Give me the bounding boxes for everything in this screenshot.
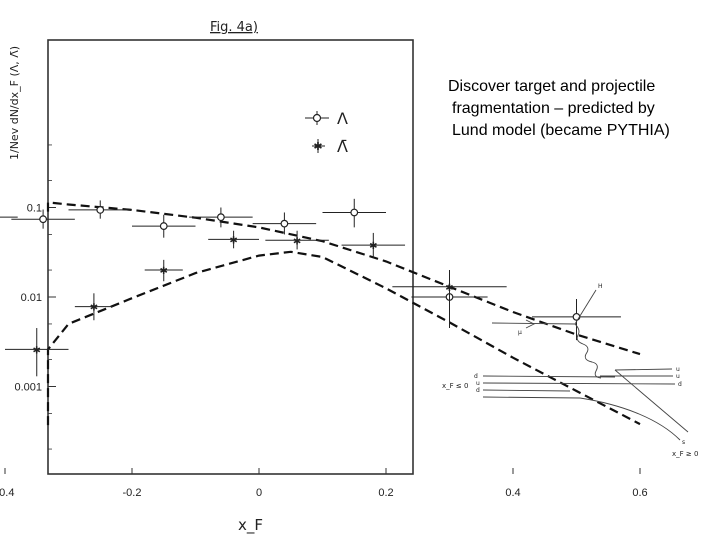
open-circle-marker [350,208,359,217]
star-marker: ✱ [33,345,41,356]
y-tick-label: 0.001 [14,382,42,394]
open-circle-marker [280,219,289,228]
legend: Λ ✱ Λ̄ [305,109,348,156]
antilambda-point: ✱ [144,259,183,282]
chart-title: Fig. 4a) [210,20,258,35]
lambda-point [532,298,621,341]
sketch-label-h: H [598,283,603,290]
open-circle-marker [39,215,47,224]
y-tick-label: 0.01 [21,292,42,304]
lambda-point [252,212,317,235]
lambda-point [189,207,253,228]
antilambda-point: ✱ [208,230,259,249]
svg-text:1/Nev dN/dx_F (Λ, Λ̄): 1/Nev dN/dx_F (Λ, Λ̄) [8,46,21,160]
sketch-label-xf-pos: x_F ≥ 0 [672,450,698,458]
lambda-point [68,200,132,219]
curves [46,201,641,426]
legend-star-marker: ✱ [313,140,322,153]
caption-line-3: Lund model (became PYTHIA) [452,122,670,139]
lambda-point [11,209,75,229]
fragmentation-sketch [482,289,689,441]
sketch-labels: H μ d u d u u d s x_F ≤ 0 x_F ≥ 0 [442,283,698,458]
legend-label-antilambda: Λ̄ [337,137,348,156]
star-marker: ✱ [445,283,453,294]
open-circle-marker [216,213,225,222]
legend-label-lambda: Λ [337,109,348,128]
diagonal-line [614,369,689,433]
plot-frame [47,39,414,475]
legend-entry-lambda: Λ [305,109,348,128]
star-marker: ✱ [229,235,237,246]
x-axis-ticks: -0.8-0.6-0.4-0.200.20.40.6 [0,468,648,499]
antilambda-point: ✱ [74,293,113,321]
antilambda-point: ✱ [5,328,69,377]
open-circle-marker [96,206,105,214]
muon-arrow [525,319,536,329]
sketch-label-u3: u [676,373,680,380]
sketch-label-mu: μ [518,329,522,336]
legend-entry-antilambda: ✱ Λ̄ [312,137,348,156]
x-tick-label: -0.2 [123,487,142,499]
sketch-label-xf-neg: x_F ≤ 0 [442,382,468,390]
sketch-label-s: s [682,439,685,446]
quark-line-3 [482,389,571,392]
sketch-label-u2: u [676,366,680,373]
caption: Discover target and projectile fragmenta… [448,76,718,142]
lambda-point [322,198,386,228]
sketch-label-d2: d [476,387,480,394]
antilambda-model-curve [46,250,641,426]
x-tick-label: 0.6 [632,487,647,499]
legend-open-circle-marker [312,113,322,123]
quark-line-1 [482,375,616,378]
antilambda-point: ✱ [341,232,406,259]
sketch-label-d3: d [678,381,682,388]
outgoing-muon-line [574,289,597,325]
star-marker: ✱ [90,303,98,314]
quark-line-4 [482,396,581,399]
x-tick-label: 0.2 [378,487,393,499]
caption-line-1: Discover target and projectile [448,78,656,95]
antilambda-point: ✱ [392,270,507,306]
photon-line [574,323,602,379]
hadron-line-1 [614,368,673,371]
star-marker: ✱ [293,236,301,247]
antilambda-point: ✱ [265,230,329,250]
x-tick-label: 0 [256,487,262,499]
quark-curve [579,397,681,441]
star-marker: ✱ [160,266,168,277]
data-points: ✱✱✱✱✱✱✱✱✱ [0,198,621,377]
lambda-point [132,214,196,238]
x-tick-label: -0.4 [0,487,14,499]
lambda-point [0,216,18,218]
sketch-label-u1: u [476,380,480,387]
x-tick-label: 0.4 [505,487,520,499]
y-axis-label: 1/Nev dN/dx_F (Λ, Λ̄) [8,46,21,160]
lambda-model-curve [46,201,641,356]
y-axis-ticks: 0.1 0.01 0.001 [14,144,56,450]
open-circle-marker [159,222,168,230]
star-marker: ✱ [369,241,377,252]
caption-line-2: fragmentation – predicted by [452,100,655,117]
x-axis-label: x_F [238,516,263,535]
quark-line-2 [482,382,676,385]
sketch-label-d1: d [474,373,478,380]
open-circle-marker [572,312,581,321]
y-tick-label: 0.1 [27,203,42,215]
